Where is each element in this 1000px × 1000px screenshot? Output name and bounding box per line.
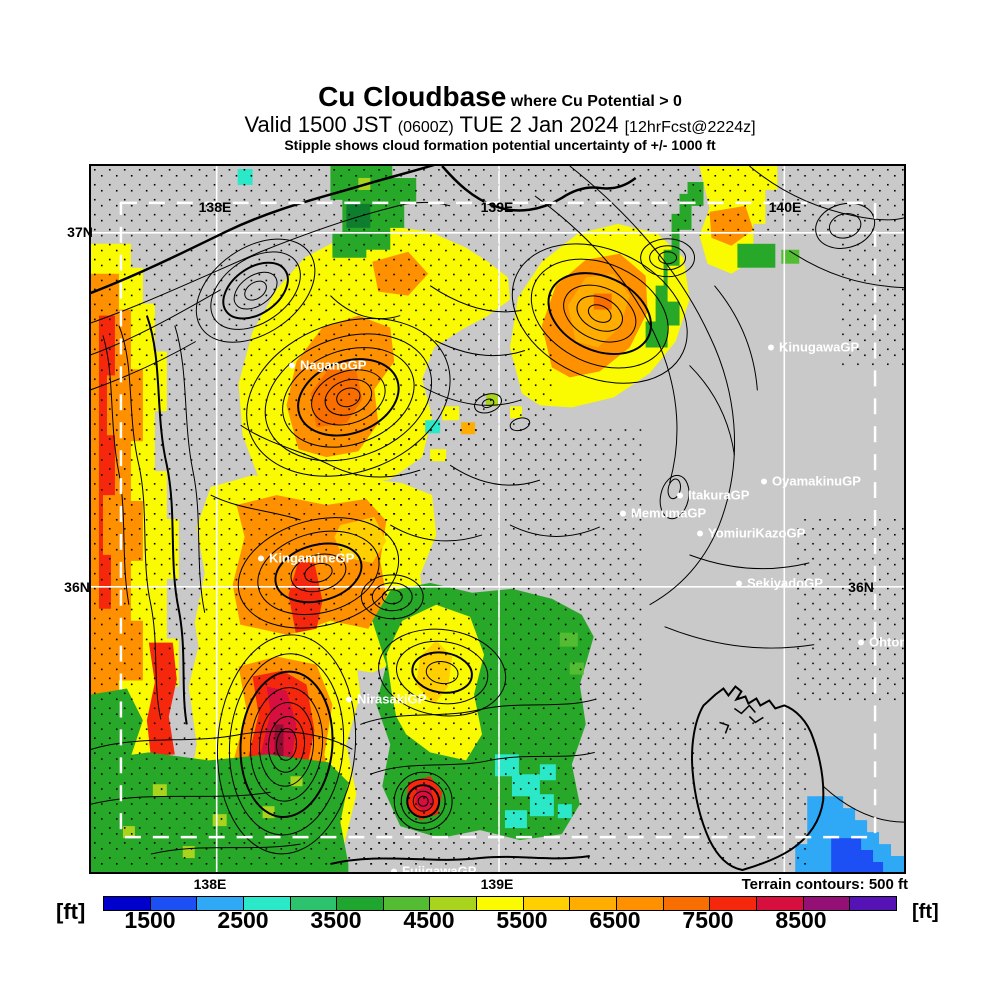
valid-time-z: (0600Z) (397, 119, 454, 137)
colorbar-segment-5 (336, 897, 383, 910)
site-marker-dot (346, 696, 352, 702)
colorbar-segment-2 (196, 897, 243, 910)
site-name: FujigawaGP (402, 863, 477, 874)
site-label-yomiurikazogp: YomiuriKazoGP (697, 526, 805, 541)
domain-boundary-dashed (119, 201, 877, 839)
site-name: MemumaGP (631, 505, 707, 521)
colorbar-segment-12 (662, 897, 710, 910)
colorbar-segment-7 (429, 897, 477, 910)
colorbar-segment-10 (569, 897, 617, 910)
valid-prefix: Valid 1500 JST (244, 112, 392, 138)
forecast-ref: [12hrFcst@2224z] (624, 119, 756, 137)
cloudbase-colorbar (103, 896, 897, 911)
valid-date: TUE 2 Jan 2024 (459, 112, 619, 138)
colorbar-segment-1 (149, 897, 197, 910)
site-marker-dot (258, 555, 264, 561)
terrain-contours (91, 166, 904, 865)
site-label-oyamakinugp: OyamakinuGP (761, 474, 861, 489)
colorbar-unit-right: [ft] (912, 901, 939, 923)
colorbar-tick-7500: 7500 (682, 907, 734, 933)
forecast-map: NaganoGP KinugawaGP OyamakinuGP ItakuraGP Me… (89, 164, 906, 874)
site-name: SekiyadoGP (747, 575, 823, 591)
stipple-note: Stipple shows cloud formation potential … (284, 136, 716, 153)
site-name: NaganoGP (300, 357, 367, 373)
site-label-kingaminegp: KingamineGP (258, 551, 354, 566)
site-name: KingamineGP (269, 550, 355, 566)
colorbar-tick-2500: 2500 (217, 907, 269, 933)
site-marker-dot (620, 510, 626, 516)
colorbar-segment-14 (755, 897, 803, 910)
terrain-contours-note: Terrain contours: 500 ft (741, 876, 908, 893)
colorbar-tick-4500: 4500 (403, 907, 455, 933)
title-qualifier: where Cu Potential > 0 (510, 93, 682, 110)
site-name: OyamakinuGP (772, 473, 861, 489)
graticule-label-138e: 138E (193, 876, 227, 892)
stipple-overlay (91, 166, 904, 872)
colorbar-segment-15 (802, 897, 850, 910)
colorbar-tick-5500: 5500 (496, 907, 548, 933)
site-label-nirasakigp: NirasakiGP (346, 692, 426, 707)
map-graphics (91, 166, 904, 872)
site-label-naganogp: NaganoGP (289, 358, 366, 373)
site-name: ItakuraGP (688, 487, 750, 503)
colorbar-segment-6 (382, 897, 430, 910)
site-name: KinugawaGP (779, 339, 860, 355)
colorbar-tick-8500: 8500 (775, 907, 827, 933)
coastline (691, 685, 825, 872)
site-marker-dot (768, 344, 774, 350)
colorbar-segment-3 (242, 897, 290, 910)
site-label-fujigawagp: FujigawaGP (391, 863, 477, 874)
site-label-kinugawagp: KinugawaGP (768, 340, 859, 355)
graticule-lines (91, 166, 904, 872)
colorbar-segment-11 (616, 897, 663, 910)
graticule-label-36n: 36N (64, 579, 90, 595)
title-line: Cu Cloudbase where Cu Potential > 0 (0, 81, 1000, 112)
site-name: YomiuriKazoGP (708, 525, 806, 541)
colorbar-segment-13 (709, 897, 756, 910)
graticule-label-138e: 138E (198, 199, 232, 215)
colorbar-segment-16 (849, 897, 896, 910)
page-title: Cu Cloudbase (318, 81, 507, 112)
colorbar-tick-6500: 6500 (589, 907, 641, 933)
site-marker-dot (289, 362, 295, 368)
site-marker-dot (761, 478, 767, 484)
colorbar-tick-3500: 3500 (310, 907, 362, 933)
graticule-label-139e: 139E (480, 876, 514, 892)
colorbar-segment-0 (104, 897, 150, 910)
graticule-label-37n: 37N (67, 224, 93, 240)
site-label-sekiyadogp: SekiyadoGP (736, 576, 823, 591)
colorbar-segment-8 (476, 897, 523, 910)
colorbar-unit-left: [ft] (56, 899, 86, 924)
site-name: Ohtone (869, 634, 904, 650)
site-label-ohtone: Ohtone (858, 634, 904, 650)
graticule-label-140e: 140E (768, 199, 802, 215)
site-marker-dot (736, 580, 742, 586)
site-marker-dot (697, 530, 703, 536)
colorbar-tick-1500: 1500 (124, 907, 176, 933)
site-marker-dot (858, 639, 864, 645)
colorbar-segment-4 (289, 897, 337, 910)
valid-line: Valid 1500 JST (0600Z) TUE 2 Jan 2024 [1… (0, 113, 1000, 137)
site-label-itakuragp: ItakuraGP (677, 488, 749, 503)
header: Cu Cloudbase where Cu Potential > 0 Vali… (0, 81, 1000, 153)
site-marker-dot (677, 492, 683, 498)
site-marker-dot (391, 868, 397, 872)
colorbar-segment-9 (522, 897, 570, 910)
site-label-memumagp: MemumaGP (620, 506, 706, 521)
site-name: NirasakiGP (357, 691, 427, 707)
graticule-label-139e: 139E (480, 199, 514, 215)
graticule-label-36n: 36N (848, 579, 874, 595)
